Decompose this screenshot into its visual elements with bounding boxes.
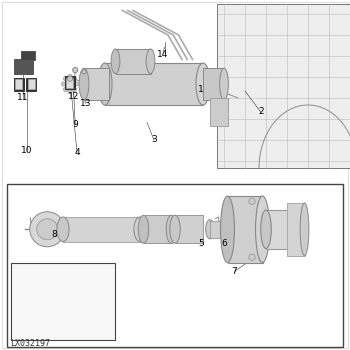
Ellipse shape — [42, 316, 49, 321]
Ellipse shape — [67, 76, 73, 82]
Bar — [7, 184, 343, 346]
Ellipse shape — [30, 212, 65, 247]
Bar — [210, 220, 224, 238]
Bar — [14, 78, 24, 91]
Ellipse shape — [68, 90, 72, 94]
Ellipse shape — [25, 313, 31, 317]
Ellipse shape — [28, 278, 35, 282]
Ellipse shape — [63, 309, 70, 314]
Text: 12: 12 — [68, 92, 79, 101]
Ellipse shape — [49, 295, 56, 300]
Ellipse shape — [138, 215, 149, 243]
Bar — [266, 210, 298, 248]
Ellipse shape — [261, 210, 271, 248]
Ellipse shape — [77, 302, 84, 307]
Bar — [10, 262, 116, 340]
Ellipse shape — [57, 217, 69, 241]
Text: 10: 10 — [21, 146, 33, 155]
Text: 8: 8 — [51, 230, 57, 239]
Ellipse shape — [63, 88, 68, 92]
Ellipse shape — [196, 63, 210, 105]
Bar — [66, 78, 73, 88]
Bar — [287, 203, 304, 256]
Ellipse shape — [170, 215, 180, 243]
Ellipse shape — [79, 68, 89, 100]
Ellipse shape — [63, 76, 68, 80]
Bar — [203, 68, 224, 100]
Bar — [116, 49, 150, 74]
Text: 3: 3 — [151, 135, 157, 145]
Bar — [14, 60, 33, 74]
Ellipse shape — [62, 82, 66, 86]
Text: 13: 13 — [80, 99, 91, 108]
Ellipse shape — [42, 271, 49, 275]
Bar — [175, 215, 203, 243]
Ellipse shape — [300, 203, 309, 256]
Text: 2: 2 — [258, 107, 264, 117]
Bar — [21, 51, 35, 60]
Ellipse shape — [73, 67, 78, 73]
Ellipse shape — [56, 281, 63, 286]
Ellipse shape — [134, 217, 146, 241]
Ellipse shape — [68, 74, 72, 78]
Text: 6: 6 — [221, 239, 227, 248]
Bar — [144, 215, 172, 243]
Ellipse shape — [72, 76, 77, 80]
Ellipse shape — [82, 70, 86, 74]
Ellipse shape — [220, 68, 228, 100]
Ellipse shape — [111, 49, 120, 74]
Bar — [217, 4, 350, 168]
Ellipse shape — [37, 219, 58, 240]
Ellipse shape — [249, 198, 255, 204]
Bar — [26, 78, 36, 91]
Text: 14: 14 — [157, 50, 168, 59]
Ellipse shape — [67, 288, 73, 293]
Bar — [105, 63, 203, 105]
Ellipse shape — [292, 210, 303, 248]
Ellipse shape — [249, 254, 255, 260]
Ellipse shape — [72, 88, 77, 92]
Bar — [63, 217, 140, 241]
Text: 9: 9 — [72, 120, 78, 129]
Ellipse shape — [74, 82, 78, 86]
Bar — [210, 98, 228, 126]
Ellipse shape — [98, 63, 112, 105]
Bar — [15, 79, 22, 89]
Bar — [228, 196, 262, 262]
Text: LX032197: LX032197 — [10, 338, 50, 348]
Ellipse shape — [166, 215, 177, 243]
Text: 7: 7 — [232, 267, 237, 276]
Ellipse shape — [206, 220, 214, 239]
Ellipse shape — [32, 299, 38, 303]
Ellipse shape — [220, 196, 234, 262]
Bar — [65, 76, 75, 89]
Ellipse shape — [256, 196, 270, 262]
Bar — [28, 79, 35, 89]
Ellipse shape — [146, 49, 155, 74]
Text: 5: 5 — [198, 239, 204, 248]
Text: 4: 4 — [74, 148, 80, 157]
Text: 1: 1 — [198, 85, 204, 94]
Text: 11: 11 — [17, 93, 28, 103]
Bar — [84, 68, 108, 100]
